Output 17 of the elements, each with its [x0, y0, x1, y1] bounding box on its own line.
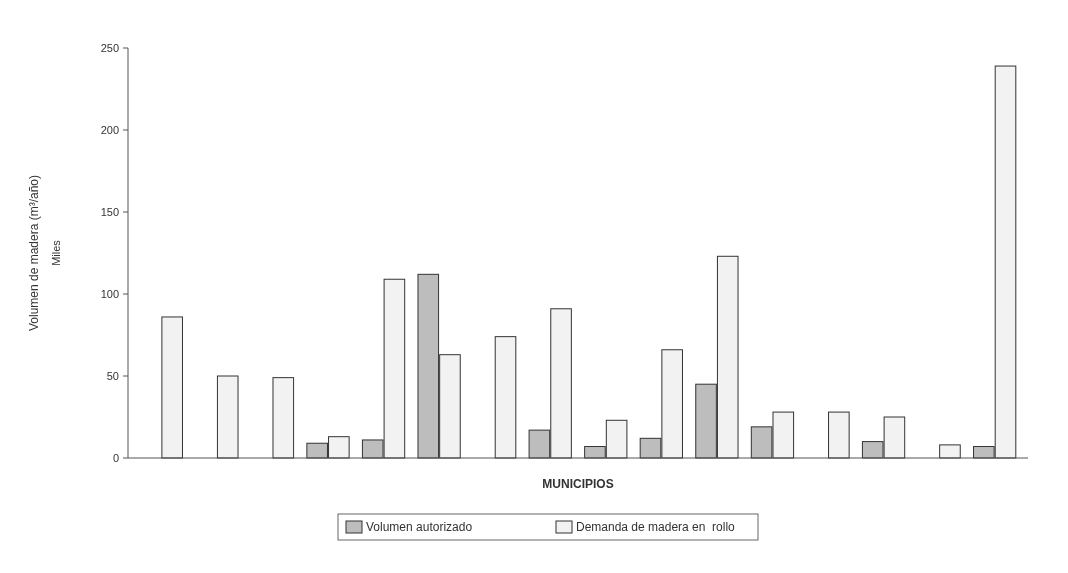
x-axis-title: MUNICIPIOS	[542, 477, 614, 491]
y-tick-label: 250	[100, 41, 119, 54]
bar	[939, 444, 961, 459]
text: Miles	[50, 239, 62, 266]
y-tick-label: 0	[112, 451, 119, 464]
y-tick-label: 200	[100, 123, 119, 136]
bar	[494, 336, 517, 459]
bar	[272, 377, 295, 459]
bar	[161, 316, 183, 459]
legend-label: Volumen autorizado	[366, 520, 473, 534]
bar	[828, 411, 850, 459]
y-tick-label: 100	[100, 287, 119, 300]
y-tick-label: 150	[100, 205, 119, 218]
bar	[216, 375, 239, 459]
y-tick-label: 50	[106, 369, 119, 382]
y-axis-title: Volumen de madera (m³/año)	[27, 174, 41, 332]
legend-label: Demanda de madera en rollo	[576, 520, 736, 534]
